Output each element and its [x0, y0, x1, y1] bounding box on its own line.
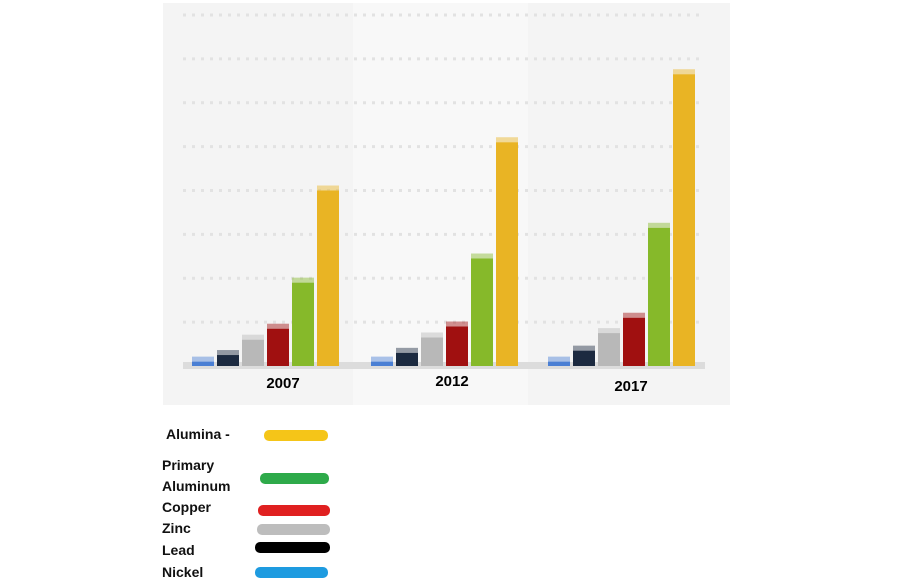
legend-swatch-copper — [258, 505, 330, 516]
bar-nickel-2017 — [548, 361, 570, 366]
bar-alumina-2012 — [496, 142, 518, 366]
bar-zinc-2017 — [598, 333, 620, 366]
bar-alumina-2017 — [673, 74, 695, 366]
bar-copper-2007 — [267, 328, 289, 366]
bar-highlight — [573, 345, 595, 351]
bar-highlight — [446, 321, 468, 327]
bar-highlight — [217, 350, 239, 356]
legend-swatch-alumina — [264, 430, 328, 441]
legend-label-copper: Copper — [162, 499, 211, 515]
x-tick-label-2012: 2012 — [435, 373, 469, 390]
legend-label-primary-aluminum-1: Primary — [162, 457, 215, 473]
legend-label-nickel: Nickel — [162, 564, 204, 580]
bar-copper-2017 — [623, 317, 645, 366]
bar-highlight — [317, 185, 339, 191]
bar-highlight — [496, 137, 518, 143]
legend-swatch-primary-aluminum — [260, 473, 329, 484]
bar-alumina-2007 — [317, 190, 339, 366]
legend-swatch-zinc — [257, 524, 330, 535]
bar-zinc-2012 — [421, 337, 443, 366]
bar-highlight — [648, 222, 670, 228]
bar-nickel-2007 — [192, 361, 214, 366]
bar-highlight — [421, 332, 443, 338]
bar-copper-2012 — [446, 326, 468, 366]
bar-lead-2012 — [396, 352, 418, 366]
bar-highlight — [396, 347, 418, 353]
bar-highlight — [292, 277, 314, 283]
bar-primary-aluminum-2017 — [648, 227, 670, 366]
baseline — [183, 362, 705, 369]
legend-label-lead: Lead — [162, 542, 195, 558]
bar-highlight — [598, 328, 620, 334]
x-tick-label-2007: 2007 — [266, 375, 300, 392]
bar-highlight — [673, 69, 695, 75]
bar-highlight — [371, 356, 393, 362]
bar-lead-2017 — [573, 350, 595, 366]
bar-nickel-2012 — [371, 361, 393, 366]
bar-chart-plot — [183, 3, 705, 405]
x-tick-label-2017: 2017 — [614, 378, 648, 395]
chart-area: 2007 2012 2017 — [163, 3, 730, 405]
bar-highlight — [267, 323, 289, 329]
legend-label-alumina: Alumina - — [166, 426, 230, 442]
bar-highlight — [192, 356, 214, 362]
bar-primary-aluminum-2012 — [471, 258, 493, 366]
bar-highlight — [242, 334, 264, 340]
bar-zinc-2007 — [242, 339, 264, 366]
legend-swatch-nickel — [255, 567, 328, 578]
legend-swatch-lead — [255, 542, 330, 553]
bar-highlight — [471, 253, 493, 259]
legend-label-zinc: Zinc — [162, 520, 191, 536]
bar-lead-2007 — [217, 355, 239, 366]
bar-highlight — [548, 356, 570, 362]
legend-label-primary-aluminum-2: Aluminum — [162, 478, 231, 494]
bar-highlight — [623, 312, 645, 318]
bar-primary-aluminum-2007 — [292, 282, 314, 366]
